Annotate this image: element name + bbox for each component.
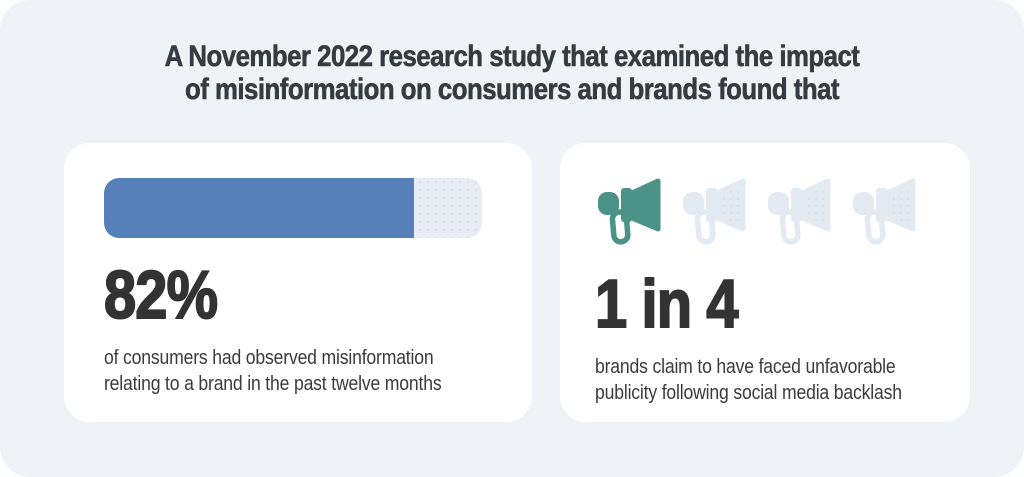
megaphone-icon: [683, 178, 746, 245]
stat-value-brands: 1 in 4: [594, 266, 739, 342]
description-line-1: of consumers had observed misinformation: [104, 347, 434, 369]
progress-bar: [104, 178, 482, 238]
title-line-1: A November 2022 research study that exam…: [164, 40, 860, 74]
stat-description-consumers: of consumers had observed misinformation…: [104, 345, 481, 397]
megaphone-row: [595, 175, 970, 251]
stat-card-consumers: 82% of consumers had observed misinforma…: [64, 143, 532, 422]
title-line-2: of misinformation on consumers and brand…: [184, 73, 840, 107]
stat-description-brands: brands claim to have faced unfavorable pu…: [595, 354, 925, 406]
stat-card-brands: 1 in 4 brands claim to have faced unfavo…: [560, 143, 970, 422]
megaphone-icon: [598, 178, 661, 245]
megaphone-icon: [768, 178, 831, 245]
stat-value-consumers: 82%: [103, 257, 219, 333]
description-line-2: publicity following social media backlas…: [595, 382, 902, 404]
description-line-1: brands claim to have faced unfavorable: [595, 356, 896, 378]
megaphone-icon: [853, 178, 916, 245]
description-line-2: relating to a brand in the past twelve m…: [104, 373, 442, 395]
progress-bar-fill: [104, 178, 414, 238]
page-title: A November 2022 research study that exam…: [72, 40, 953, 107]
